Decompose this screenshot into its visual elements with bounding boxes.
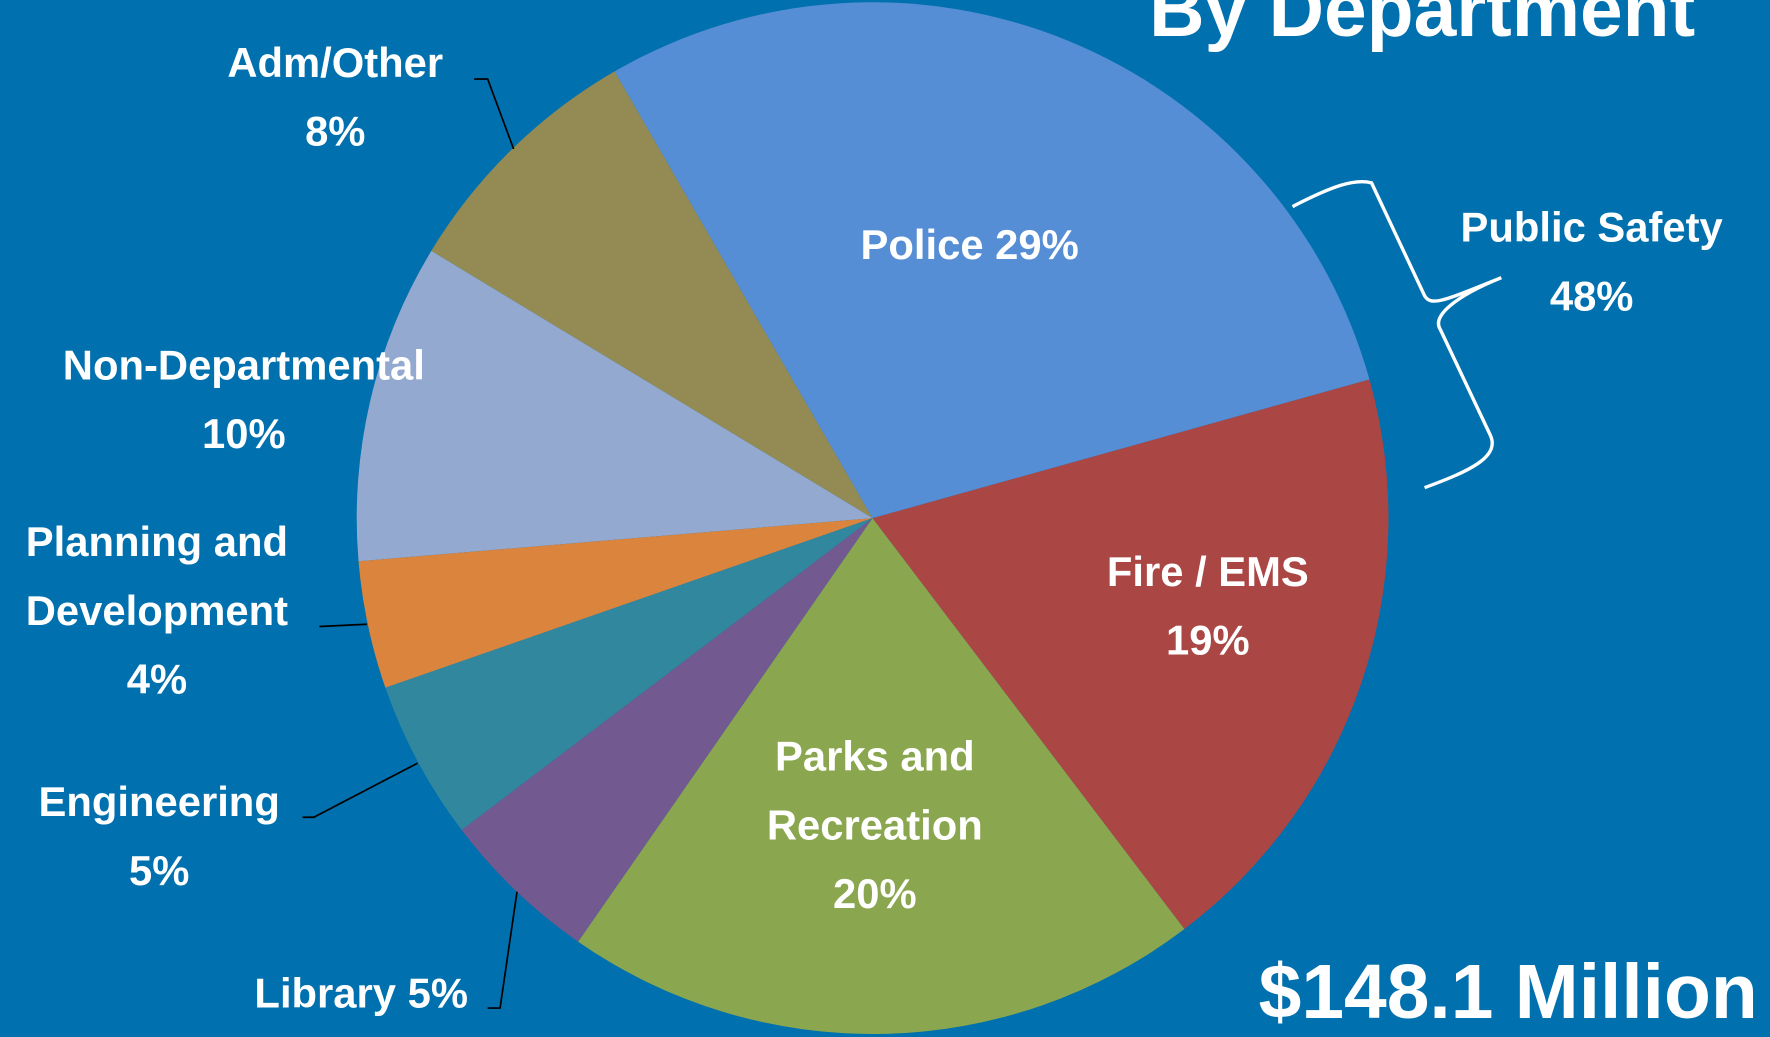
slice-label: Parks and Recreation 20% (739, 722, 1010, 929)
slice-value: 5% (128, 847, 190, 895)
group-label: Public Safety 48% (1422, 193, 1761, 331)
public-safety-brace (1291, 179, 1502, 490)
slice-value: 29% (995, 221, 1079, 269)
slice-label: Library 5% (192, 959, 531, 1028)
slice-value: 5% (407, 970, 469, 1017)
pie-slice (578, 518, 1185, 1035)
pie-slice (358, 518, 873, 688)
slice-name: Library (254, 970, 397, 1017)
leader-line (319, 623, 367, 628)
group-value: 48% (1549, 273, 1634, 320)
slice-value: 19% (1166, 617, 1250, 664)
leader-line (487, 891, 518, 1009)
leader-line (474, 78, 515, 150)
pie-slice (614, 2, 1370, 519)
slice-value: 10% (202, 410, 286, 458)
slice-name: Non-Departmental (62, 342, 425, 389)
pie-slice (356, 250, 873, 562)
slice-value: 8% (305, 108, 366, 155)
slice-name: Parks and Recreation (766, 733, 983, 849)
slice-value: 4% (126, 656, 188, 703)
pie-slice (461, 518, 873, 942)
leader-line (302, 762, 419, 819)
leader-lines (302, 78, 518, 1009)
slice-label: Fire / EMS 19% (1039, 537, 1378, 675)
slice-name: Adm/Other (227, 39, 444, 86)
slice-label: Engineering 5% (0, 768, 328, 906)
slice-name: Planning and Development (25, 518, 289, 634)
pie-slice (385, 518, 873, 831)
slice-label: Police 29% (744, 211, 1196, 280)
pie-slice (431, 71, 873, 519)
slice-name: Engineering (38, 778, 280, 826)
slice-name: Police (860, 221, 984, 269)
slice-label: Non-Departmental 10% (7, 331, 481, 469)
slice-name: Fire / EMS (1106, 548, 1309, 595)
pie-slice (872, 379, 1389, 930)
slice-label: Planning and Development 4% (0, 507, 318, 714)
slice-value: 20% (833, 870, 917, 918)
total-annotation: $148.1 Million (1258, 949, 1758, 1036)
group-name: Public Safety (1460, 204, 1723, 251)
chart-title: By Department (1149, 0, 1696, 54)
slice-label: Adm/Other 8% (166, 28, 505, 166)
